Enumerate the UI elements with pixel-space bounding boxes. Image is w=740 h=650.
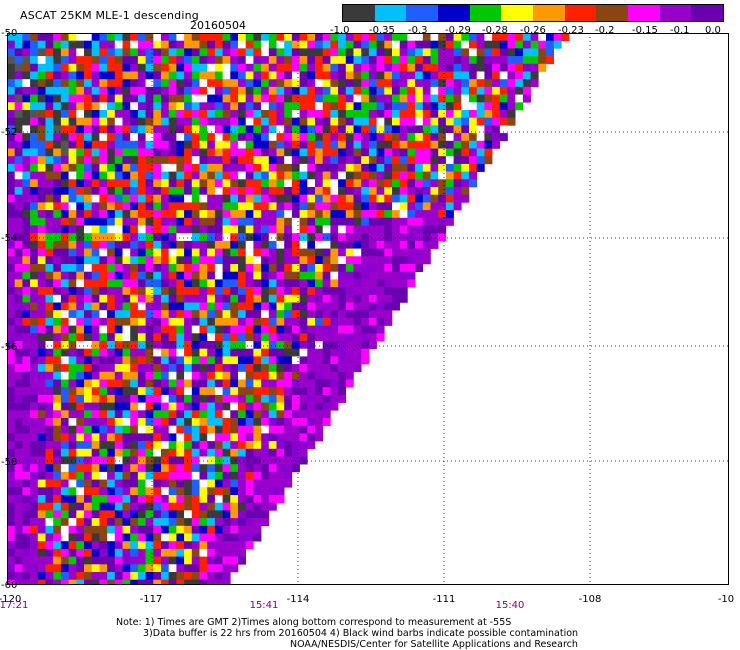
color-scale-swatch — [438, 5, 470, 21]
note-line-1: Note: 1) Times are GMT 2)Times along bot… — [116, 617, 512, 628]
color-scale-swatch — [659, 5, 692, 21]
color-tick: -0.28 — [482, 25, 508, 36]
color-tick: -0.35 — [369, 25, 395, 36]
lat-tick: -54 — [1, 233, 18, 244]
graticule — [7, 33, 729, 585]
color-scale-swatch — [564, 5, 597, 21]
lon-tick: -108 — [578, 594, 602, 605]
lon-tick: -10 — [717, 594, 735, 605]
color-scale-swatch — [343, 5, 375, 21]
lat-tick: -60 — [1, 580, 18, 591]
color-scale-swatch — [533, 5, 565, 21]
color-tick: -0.3 — [408, 25, 428, 36]
lon-tick: -114 — [286, 594, 310, 605]
color-scale-bar — [342, 4, 724, 22]
color-scale-swatch — [469, 5, 502, 21]
lat-tick: -52 — [1, 127, 18, 138]
note-line-3: NOAA/NESDIS/Center for Satellite Applica… — [290, 639, 578, 650]
color-scale-swatch — [406, 5, 439, 21]
color-scale-swatch — [691, 5, 724, 21]
color-tick: -1.0 — [330, 25, 350, 36]
lon-tick: -111 — [432, 594, 456, 605]
color-scale-swatch — [501, 5, 534, 21]
map-date: 20160504 — [190, 19, 246, 32]
color-scale-swatch — [628, 5, 660, 21]
swath-map — [7, 33, 729, 585]
color-tick: 0.0 — [705, 25, 721, 36]
color-tick: -0.23 — [558, 25, 584, 36]
color-scale-swatch — [374, 5, 407, 21]
lon-tick: -120 — [0, 594, 22, 605]
lat-tick: -50 — [1, 28, 18, 39]
color-tick: -0.1 — [670, 25, 690, 36]
color-tick: -0.26 — [520, 25, 546, 36]
note-line-2: 3)Data buffer is 22 hrs from 20160504 4)… — [143, 628, 579, 639]
color-tick: -0.15 — [632, 25, 658, 36]
lat-tick: -56 — [1, 342, 18, 353]
time-label: 15:40 — [495, 600, 525, 611]
color-tick: -0.29 — [445, 25, 471, 36]
color-scale-swatch — [596, 5, 629, 21]
swath-pixels — [7, 33, 570, 585]
time-label: 17:21 — [0, 600, 29, 611]
color-tick: -0.2 — [595, 25, 615, 36]
lon-tick: -117 — [139, 594, 163, 605]
lat-tick: -58 — [1, 457, 18, 468]
time-label: 15:41 — [249, 600, 279, 611]
map-title: ASCAT 25KM MLE-1 descending — [20, 9, 199, 22]
color-scale-ticks: -1.0 -0.35 -0.3 -0.29 -0.28 -0.26 -0.23 … — [330, 25, 740, 37]
